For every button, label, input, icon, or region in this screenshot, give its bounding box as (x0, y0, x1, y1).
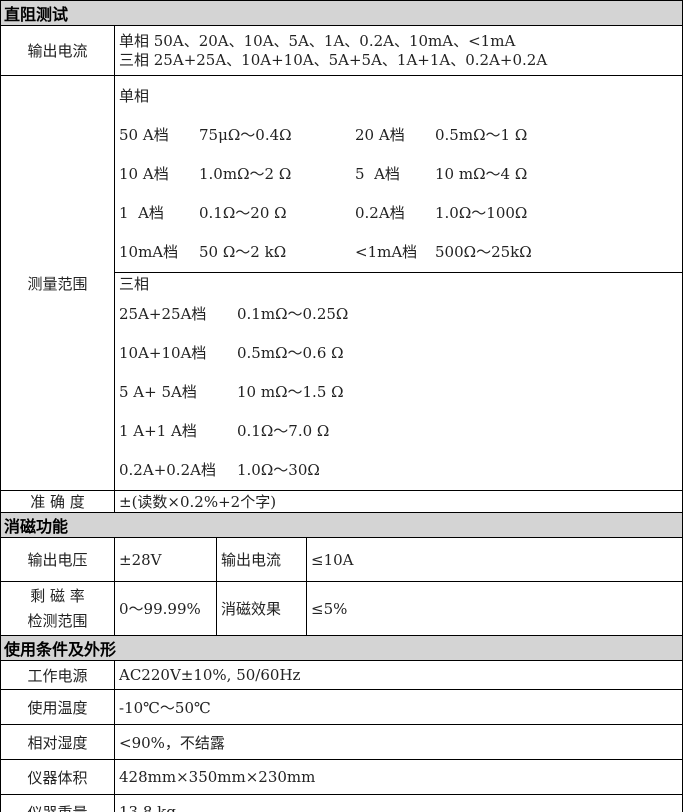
section-conditions: 使用条件及外形 (0, 635, 683, 661)
range-cell: 1 A+1 A档 (119, 422, 197, 440)
condition-value: 13.8 kg (114, 794, 683, 812)
current-value: ≤10A (306, 537, 683, 582)
single-range-row: 1 A档 0.1Ω～20 Ω 0.2A档 1.0Ω～100Ω (119, 194, 678, 233)
range-cell: 1.0Ω～100Ω (435, 203, 528, 222)
condition-label: 相对湿度 (0, 724, 115, 760)
condition-label: 使用温度 (0, 689, 115, 725)
range-cell: 0.5mΩ～0.6 Ω (237, 344, 344, 362)
effect-value: ≤5% (306, 581, 683, 636)
range-cell: 5 A档 (355, 164, 400, 183)
condition-value: -10℃～50℃ (114, 689, 683, 725)
range-cell: 0.1mΩ～0.25Ω (237, 305, 349, 323)
range-cell: 10mA档 (119, 242, 179, 261)
output-current-label: 输出电流 (0, 25, 115, 76)
range-cell: 75μΩ～0.4Ω (199, 125, 292, 144)
range-cell: 500Ω～25kΩ (435, 242, 532, 261)
single-range-row: 10mA档 50 Ω～2 kΩ <1mA档 500Ω～25kΩ (119, 233, 678, 272)
range-cell: 0.5mΩ～1 Ω (435, 125, 528, 144)
three-range-row: 1 A+1 A档 0.1Ω～7.0 Ω (119, 412, 678, 451)
condition-value: 428mm×350mm×230mm (114, 759, 683, 795)
remanence-label: 剩 磁 率检测范围 (0, 581, 115, 636)
section-dc-test: 直阻测试 (0, 0, 683, 26)
range-cell: 20 A档 (355, 125, 405, 144)
condition-row: 仪器体积 428mm×350mm×230mm (0, 759, 683, 795)
range-cell: 25A+25A档 (119, 305, 207, 323)
range-cell: 0.1Ω～7.0 Ω (237, 422, 330, 440)
condition-row: 使用温度 -10℃～50℃ (0, 689, 683, 725)
output-current-values: 单相 50A、20A、10A、5A、1A、0.2A、10mA、<1mA 三相 25… (114, 25, 683, 76)
condition-value: <90%，不结露 (114, 724, 683, 760)
single-phase-ranges: 单相 50 A档 75μΩ～0.4Ω 20 A档 0.5mΩ～1 Ω 10 A档 1.0mΩ… (114, 75, 683, 273)
three-range-row: 5 A+ 5A档 10 mΩ～1.5 Ω (119, 373, 678, 412)
range-cell: 0.1Ω～20 Ω (199, 203, 287, 222)
effect-label: 消磁效果 (216, 581, 307, 636)
accuracy-value: ±(读数×0.2%+2个字) (114, 490, 683, 513)
condition-row: 相对湿度 <90%，不结露 (0, 724, 683, 760)
three-range-row: 0.2A+0.2A档 1.0Ω～30Ω (119, 451, 678, 490)
range-cell: 1 A档 (119, 203, 164, 222)
range-cell: 50 A档 (119, 125, 169, 144)
range-cell: 10 mΩ～4 Ω (435, 164, 528, 183)
voltage-value: ±28V (114, 537, 217, 582)
range-cell: 10 mΩ～1.5 Ω (237, 383, 344, 401)
voltage-label: 输出电压 (0, 537, 115, 582)
single-range-row: 50 A档 75μΩ～0.4Ω 20 A档 0.5mΩ～1 Ω (119, 116, 678, 155)
range-cell: 0.2A+0.2A档 (119, 461, 216, 479)
range-cell: 10 A档 (119, 164, 169, 183)
range-cell: 1.0mΩ～2 Ω (199, 164, 292, 183)
range-cell: 1.0Ω～30Ω (237, 461, 320, 479)
three-range-row: 10A+10A档 0.5mΩ～0.6 Ω (119, 334, 678, 373)
condition-row: 仪器重量13.8 kg (0, 794, 683, 812)
section-demag: 消磁功能 (0, 512, 683, 538)
condition-row: 工作电源 AC220V±10%, 50/60Hz (0, 660, 683, 690)
range-cell: 10A+10A档 (119, 344, 207, 362)
range-label: 测量范围 (0, 75, 115, 491)
range-cell: 0.2A档 (355, 203, 405, 222)
condition-value: AC220V±10%, 50/60Hz (114, 660, 683, 690)
range-cell: 5 A+ 5A档 (119, 383, 197, 401)
range-cell: 50 Ω～2 kΩ (199, 242, 287, 261)
condition-label: 仪器体积 (0, 759, 115, 795)
condition-label: 仪器重量 (0, 794, 115, 812)
range-cell: <1mA档 (355, 242, 418, 261)
single-range-row: 10 A档 1.0mΩ～2 Ω 5 A档 10 mΩ～4 Ω (119, 155, 678, 194)
remanence-value: 0～99.99% (114, 581, 217, 636)
three-range-row: 25A+25A档 0.1mΩ～0.25Ω (119, 295, 678, 334)
condition-label: 工作电源 (0, 660, 115, 690)
current-label: 输出电流 (216, 537, 307, 582)
three-phase-ranges: 三相 25A+25A档 0.1mΩ～0.25Ω 10A+10A档 0.5mΩ～0.6 Ω… (114, 272, 683, 491)
accuracy-label: 准 确 度 (0, 490, 115, 513)
